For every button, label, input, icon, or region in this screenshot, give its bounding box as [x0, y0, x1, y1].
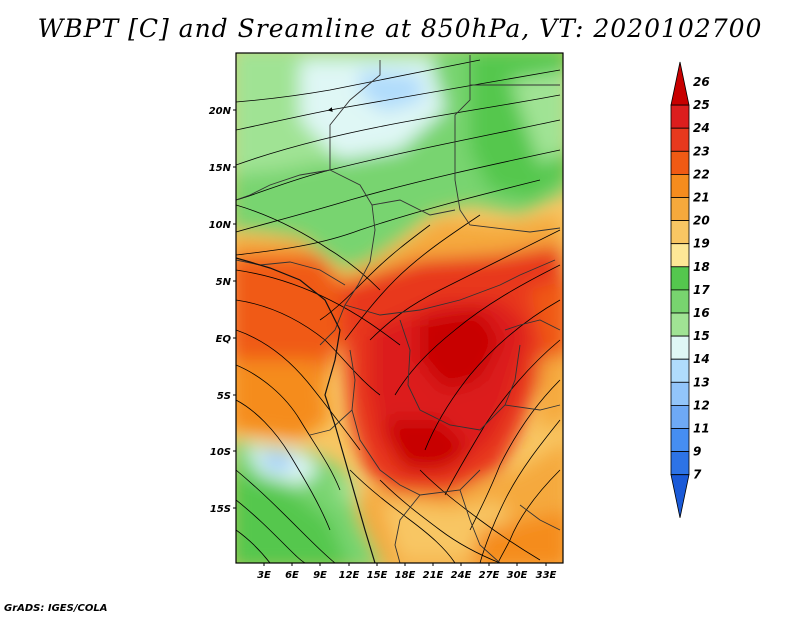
lon-label: 21E [423, 570, 444, 581]
colorbar-swatch [670, 404, 690, 429]
lon-label: 9E [313, 570, 327, 581]
map-frame [235, 52, 564, 564]
lat-axis: 20N 15N 10N 5N EQ 5S 10S 15S [209, 106, 232, 515]
colorbar-swatch [670, 381, 690, 406]
chart-title: WBPT [C] and Sreamline at 850hPa, VT: 20… [37, 14, 763, 43]
lat-label: 5N [216, 277, 232, 288]
lon-label: 6E [285, 570, 299, 581]
colorbar-swatch [670, 358, 690, 383]
colorbar-swatch [670, 173, 690, 198]
wbpt-shading [236, 53, 563, 563]
lat-ticks [233, 109, 236, 509]
colorbar-label: 17 [693, 283, 710, 297]
colorbar-label: 11 [693, 422, 710, 436]
lon-label: 12E [339, 570, 360, 581]
colorbar-swatch [670, 428, 690, 453]
colorbar-swatch [670, 150, 690, 175]
colorbar-swatch [670, 104, 690, 129]
colorbar-label: 19 [693, 237, 710, 251]
colorbar-swatch [670, 289, 690, 314]
lat-label: 15N [209, 163, 232, 174]
lon-label: 33E [536, 570, 557, 581]
lat-label: 20N [209, 106, 232, 117]
lon-label: 18E [395, 570, 416, 581]
colorbar-label: 21 [693, 191, 710, 205]
lon-label: 27E [479, 570, 500, 581]
colorbar-label: 26 [693, 75, 710, 89]
colorbar-swatch [670, 451, 690, 476]
colorbar-label: 22 [693, 167, 710, 181]
lon-label: 15E [367, 570, 388, 581]
lat-label: 10N [209, 220, 232, 231]
coastline [236, 257, 376, 563]
colorbar-swatch [670, 474, 690, 518]
lon-label: 3E [257, 570, 271, 581]
lon-label: 24E [451, 570, 472, 581]
lat-label: EQ [216, 334, 232, 345]
colorbar-label: 16 [693, 306, 710, 320]
colorbar-label: 24 [693, 121, 710, 135]
colorbar-swatch [670, 312, 690, 337]
lon-axis: 3E 6E 9E 12E 15E 18E 21E 24E 27E 30E 33E [257, 570, 556, 581]
lon-label: 30E [507, 570, 528, 581]
colorbar-label: 9 [693, 445, 701, 459]
colorbar-swatch [670, 127, 690, 152]
colorbar-swatch [670, 220, 690, 245]
colorbar-label: 12 [693, 398, 710, 412]
colorbar-label: 7 [693, 468, 702, 482]
lon-ticks [263, 563, 547, 566]
country-borders [236, 55, 561, 563]
colorbar-swatch [670, 243, 690, 268]
colorbar-label: 14 [693, 352, 710, 366]
colorbar: 26 25 24 23 22 21 20 19 18 17 16 15 14 13 12 11 9 7 [670, 61, 710, 518]
colorbar-label: 18 [693, 260, 710, 274]
colorbar-swatch [670, 266, 690, 291]
colorbar-swatch [670, 61, 690, 106]
colorbar-label: 20 [693, 214, 710, 228]
grads-credit: GrADS: IGES/COLA [4, 603, 108, 614]
colorbar-label: 25 [693, 98, 710, 112]
colorbar-label: 13 [693, 375, 710, 389]
lat-label: 15S [210, 504, 231, 515]
colorbar-label: 23 [693, 144, 710, 158]
colorbar-swatch [670, 197, 690, 222]
lat-label: 5S [217, 391, 231, 402]
colorbar-swatch [670, 335, 690, 360]
lat-label: 10S [210, 447, 231, 458]
colorbar-label: 15 [693, 329, 710, 343]
